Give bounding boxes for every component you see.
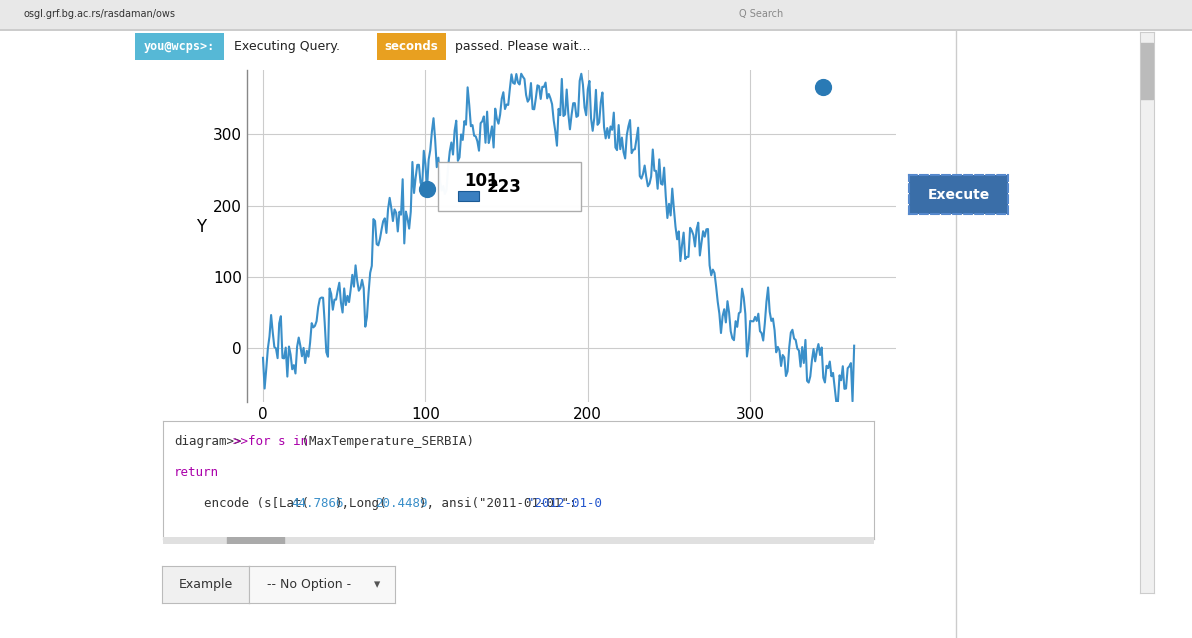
Point xyxy=(814,82,833,92)
Text: Q Search: Q Search xyxy=(739,10,783,19)
Text: 20.4489: 20.4489 xyxy=(375,496,428,510)
Text: seconds: seconds xyxy=(384,40,439,53)
Text: encode (s[Lat(: encode (s[Lat( xyxy=(174,496,309,510)
Text: ), ansi("2011-01-01":: ), ansi("2011-01-01": xyxy=(420,496,577,510)
Text: diagram>>: diagram>> xyxy=(174,435,242,449)
FancyBboxPatch shape xyxy=(439,162,582,211)
Text: you@wcps>:: you@wcps>: xyxy=(144,40,215,53)
Text: ▾: ▾ xyxy=(374,578,380,591)
Text: >>for s in: >>for s in xyxy=(232,435,308,449)
Text: Execute: Execute xyxy=(927,188,991,202)
X-axis label: X: X xyxy=(566,430,577,448)
Point xyxy=(417,184,436,195)
Text: return: return xyxy=(174,466,219,479)
Text: 101: 101 xyxy=(465,172,499,190)
Text: (MaxTemperature_SERBIA): (MaxTemperature_SERBIA) xyxy=(294,435,474,449)
Bar xyxy=(1141,43,1153,100)
Bar xyxy=(458,191,479,201)
Text: 223: 223 xyxy=(488,179,522,197)
Text: Executing Query.: Executing Query. xyxy=(234,40,340,53)
Text: ),Long(: ),Long( xyxy=(335,496,387,510)
Text: passed. Please wait...: passed. Please wait... xyxy=(451,40,590,53)
Bar xyxy=(228,537,284,544)
Text: Example: Example xyxy=(179,578,232,591)
Text: "2012-01-0: "2012-01-0 xyxy=(527,496,602,510)
Y-axis label: Y: Y xyxy=(197,218,206,236)
Text: -- No Option -: -- No Option - xyxy=(267,578,350,591)
Text: osgl.grf.bg.ac.rs/rasdaman/ows: osgl.grf.bg.ac.rs/rasdaman/ows xyxy=(24,10,176,19)
Text: 44.7866: 44.7866 xyxy=(291,496,343,510)
